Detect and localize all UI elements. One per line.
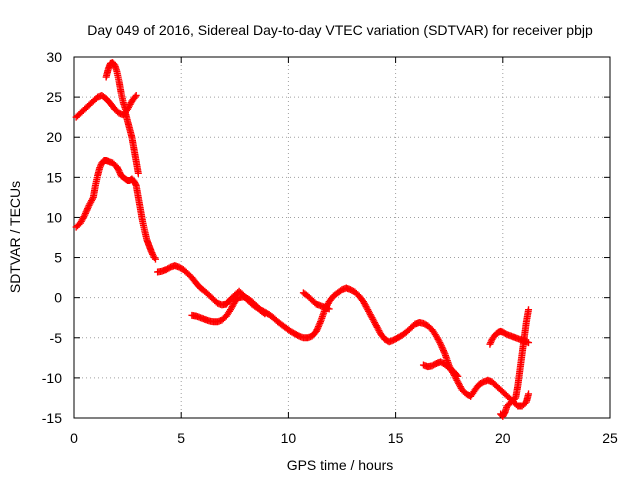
- data-point: [440, 348, 448, 356]
- y-tick-label: 20: [46, 129, 62, 145]
- data-point: [151, 255, 159, 263]
- grid: [74, 57, 610, 418]
- x-tick-label: 10: [281, 430, 297, 446]
- chart-title: Day 049 of 2016, Sidereal Day-to-day VTE…: [87, 22, 593, 38]
- ticks: 0 5 10 15 20 25 -15 -10 -5 0 5 10 15 20 25 30: [42, 49, 618, 446]
- data-point: [134, 169, 142, 177]
- data-point: [96, 162, 104, 170]
- y-tick-label: -15: [42, 410, 62, 426]
- y-tick-label: -10: [42, 370, 62, 386]
- data-point: [84, 205, 92, 213]
- data-point: [454, 372, 462, 380]
- data-point: [115, 167, 123, 175]
- y-tick-label: 25: [46, 89, 62, 105]
- data-point: [314, 324, 322, 332]
- data-point: [80, 213, 88, 221]
- y-tick-label: -5: [50, 330, 63, 346]
- data-point: [116, 169, 124, 177]
- data-point: [261, 310, 269, 318]
- data-point: [439, 347, 447, 355]
- data-point: [314, 323, 322, 331]
- data-point: [82, 208, 90, 216]
- x-tick-label: 0: [70, 430, 78, 446]
- x-axis-label: GPS time / hours: [287, 457, 394, 473]
- data-point: [81, 211, 89, 219]
- data-point: [439, 345, 447, 353]
- data-point: [525, 390, 533, 398]
- data-point: [313, 326, 321, 334]
- data-point: [259, 309, 267, 317]
- data-point: [436, 339, 444, 347]
- data-point: [84, 203, 92, 211]
- data-point: [83, 206, 91, 214]
- data-point: [81, 209, 89, 217]
- data-point: [131, 93, 139, 101]
- data-point: [325, 305, 333, 313]
- y-tick-label: 15: [46, 169, 62, 185]
- data-point: [147, 247, 155, 255]
- data-point: [148, 249, 156, 257]
- y-tick-label: 5: [54, 250, 62, 266]
- data-points: [72, 59, 533, 420]
- data-point: [437, 342, 445, 350]
- data-point: [453, 371, 461, 379]
- x-tick-label: 15: [388, 430, 404, 446]
- data-point: [525, 306, 533, 314]
- data-point: [312, 327, 320, 335]
- x-tick-label: 20: [495, 430, 511, 446]
- y-axis-label: SDTVAR / TECUs: [7, 181, 23, 293]
- data-point: [486, 340, 494, 348]
- y-tick-label: 30: [46, 49, 62, 65]
- data-point: [132, 92, 140, 100]
- data-point: [96, 164, 104, 172]
- y-tick-label: 10: [46, 209, 62, 225]
- data-point: [315, 321, 323, 329]
- data-point: [316, 319, 324, 327]
- x-tick-label: 25: [602, 430, 618, 446]
- data-point: [150, 254, 158, 262]
- plot-frame: [73, 56, 611, 419]
- data-point: [437, 340, 445, 348]
- data-point: [88, 195, 96, 203]
- data-point: [487, 339, 495, 347]
- data-point: [131, 180, 139, 188]
- data-point: [438, 343, 446, 351]
- y-tick-label: 0: [54, 290, 62, 306]
- x-tick-label: 5: [177, 430, 185, 446]
